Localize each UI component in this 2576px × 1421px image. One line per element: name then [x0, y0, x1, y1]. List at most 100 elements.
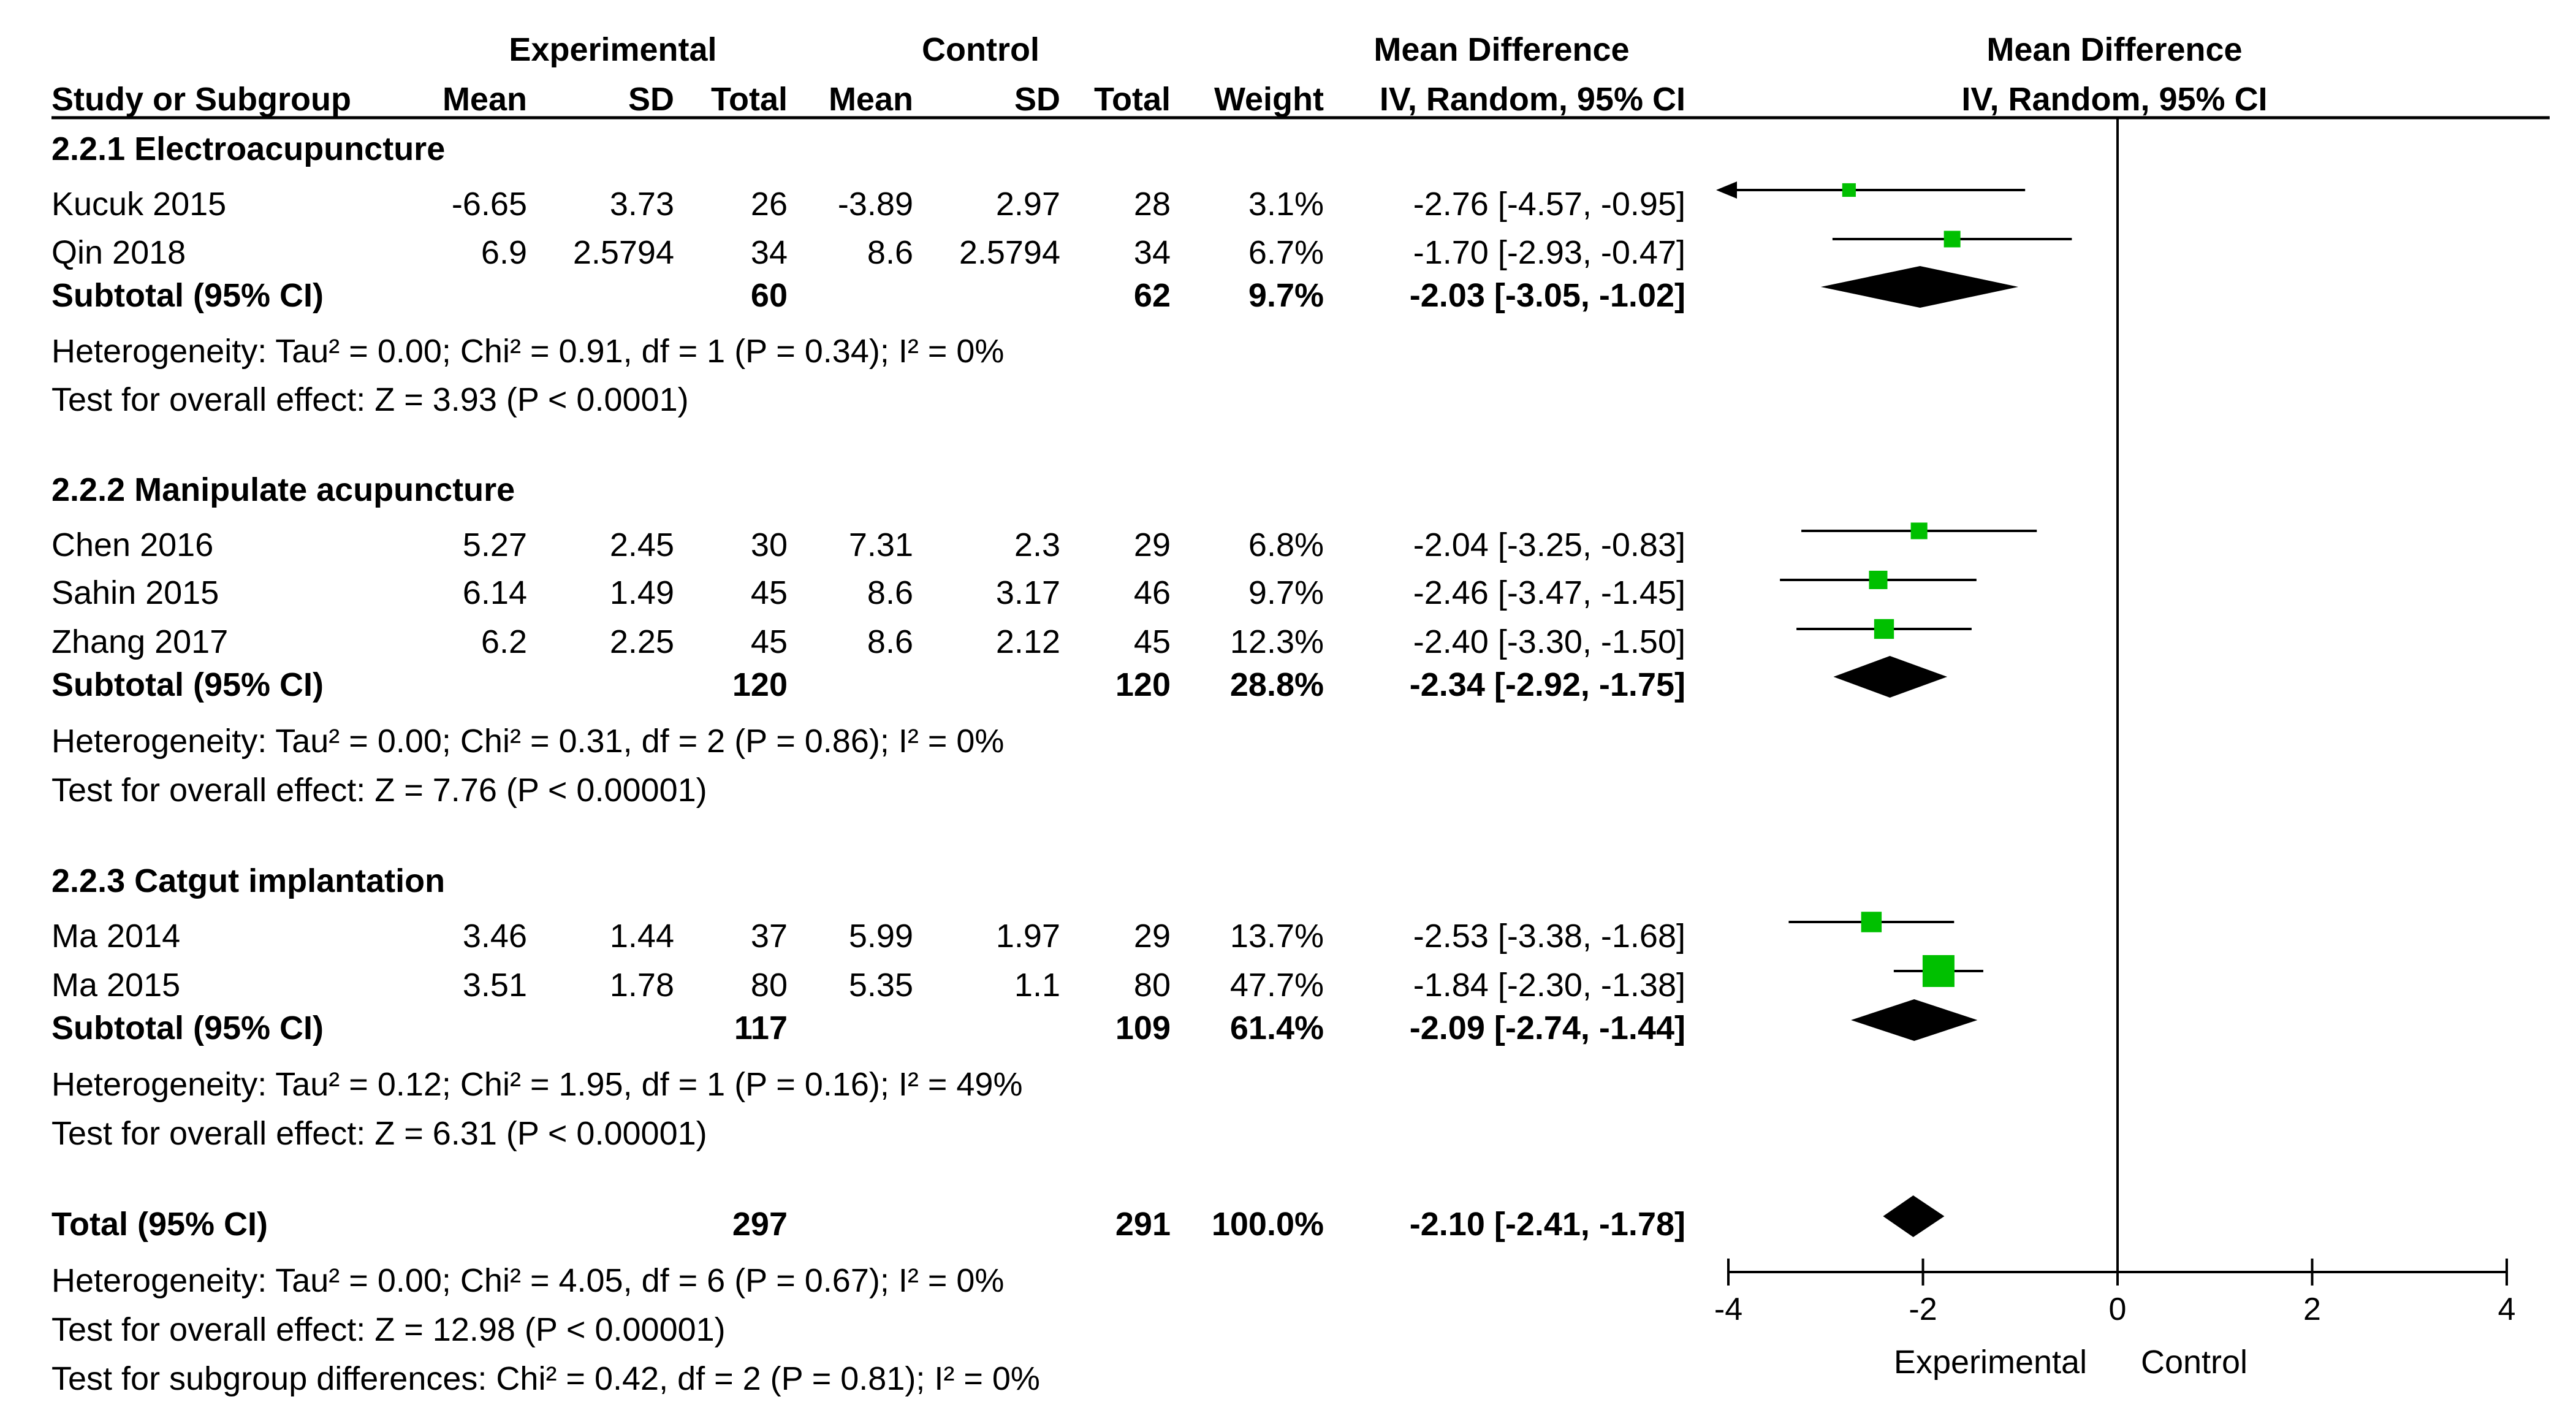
sd-c: 1.97 — [995, 918, 1060, 954]
summary-diamond — [1851, 999, 1978, 1041]
x-axis-tick-label: 4 — [2498, 1292, 2516, 1327]
total-total-e: 297 — [732, 1206, 788, 1243]
weight: 6.7% — [1248, 234, 1324, 271]
subtotal-total-e: 117 — [734, 1010, 788, 1046]
total-weight: 100.0% — [1211, 1206, 1324, 1243]
col-total-e-header: Total — [711, 81, 788, 118]
mean-e: 3.46 — [462, 918, 527, 954]
sd-c: 1.1 — [1014, 967, 1060, 1004]
total-e: 34 — [750, 234, 788, 271]
subgroup-title: 2.2.3 Catgut implantation — [51, 863, 446, 899]
control-group-header: Control — [922, 31, 1039, 68]
total-ci: -2.10 [-2.41, -1.78] — [1409, 1206, 1685, 1243]
subtotal-total-e: 60 — [750, 277, 788, 314]
favours-control-label: Control — [2141, 1344, 2247, 1381]
col-study-header: Study or Subgroup — [51, 81, 351, 118]
col-mean-c-header: Mean — [828, 81, 913, 118]
sd-c: 3.17 — [995, 574, 1060, 611]
total-c: 29 — [1133, 527, 1171, 563]
study-marker — [1861, 912, 1882, 932]
mean-e: 3.51 — [462, 967, 527, 1004]
total-c: 45 — [1133, 623, 1171, 660]
study-name: Ma 2015 — [51, 967, 181, 1004]
x-axis-tick-label: 0 — [2109, 1292, 2127, 1327]
mean-e: -6.65 — [451, 186, 527, 223]
total-e: 37 — [750, 918, 788, 954]
summary-diamond — [1833, 656, 1948, 698]
ci: -2.46 [-3.47, -1.45] — [1413, 574, 1685, 611]
mean-c: -3.89 — [837, 186, 913, 223]
sd-c: 2.97 — [995, 186, 1060, 223]
total-c: 34 — [1133, 234, 1171, 271]
subtotal-weight: 28.8% — [1229, 666, 1324, 703]
ci: -2.53 [-3.38, -1.68] — [1413, 918, 1685, 954]
study-marker — [1842, 183, 1856, 197]
overall-effect-text: Test for overall effect: Z = 7.76 (P < 0… — [51, 772, 707, 809]
ci: -2.40 [-3.30, -1.50] — [1413, 623, 1685, 660]
col-ci-header: IV, Random, 95% CI — [1379, 81, 1685, 118]
subtotal-ci: -2.09 [-2.74, -1.44] — [1409, 1010, 1685, 1046]
ci: -1.84 [-2.30, -1.38] — [1413, 967, 1685, 1004]
col-sd-c-header: SD — [1014, 81, 1060, 118]
total-e: 26 — [750, 186, 788, 223]
heterogeneity-text: Heterogeneity: Tau² = 0.12; Chi² = 1.95,… — [51, 1066, 1023, 1103]
subgroup-differences-text: Test for subgroup differences: Chi² = 0.… — [51, 1360, 1040, 1397]
subtotal-label: Subtotal (95% CI) — [51, 1010, 324, 1046]
total-c: 29 — [1133, 918, 1171, 954]
total-e: 45 — [750, 623, 788, 660]
subtotal-weight: 9.7% — [1248, 277, 1324, 314]
ci: -1.70 [-2.93, -0.47] — [1413, 234, 1685, 271]
weight: 12.3% — [1229, 623, 1324, 660]
sd-c: 2.5794 — [959, 234, 1060, 271]
total-c: 46 — [1133, 574, 1171, 611]
study-marker — [1874, 619, 1894, 639]
subtotal-weight: 61.4% — [1229, 1010, 1324, 1046]
experimental-group-header: Experimental — [509, 31, 717, 68]
total-e: 45 — [750, 574, 788, 611]
study-marker — [1910, 522, 1928, 539]
subtotal-label: Subtotal (95% CI) — [51, 277, 324, 314]
weight: 9.7% — [1248, 574, 1324, 611]
study-name: Qin 2018 — [51, 234, 186, 271]
study-marker — [1943, 230, 1961, 248]
mean-e: 6.14 — [462, 574, 527, 611]
total-e: 30 — [750, 527, 788, 563]
subtotal-total-c: 109 — [1115, 1010, 1171, 1046]
col-mean-e-header: Mean — [442, 81, 527, 118]
col-sd-e-header: SD — [628, 81, 674, 118]
mean-c: 5.99 — [848, 918, 913, 954]
subtotal-label: Subtotal (95% CI) — [51, 666, 324, 703]
mean-c: 7.31 — [848, 527, 913, 563]
weight: 6.8% — [1248, 527, 1324, 563]
sd-e: 2.45 — [609, 527, 674, 563]
mean-e: 6.2 — [481, 623, 527, 660]
x-axis-tick-label: 2 — [2303, 1292, 2321, 1327]
x-axis-tick-label: -2 — [1909, 1292, 1937, 1327]
overall-effect-text: Test for overall effect: Z = 6.31 (P < 0… — [51, 1115, 707, 1152]
heterogeneity-text: Heterogeneity: Tau² = 0.00; Chi² = 0.91,… — [51, 333, 1005, 370]
plot-method-header: IV, Random, 95% CI — [1961, 81, 2268, 118]
overall-effect-text: Test for overall effect: Z = 3.93 (P < 0… — [51, 381, 689, 418]
study-name: Zhang 2017 — [51, 623, 229, 660]
subgroup-title: 2.2.2 Manipulate acupuncture — [51, 471, 515, 508]
subgroup-title: 2.2.1 Electroacupuncture — [51, 131, 446, 167]
total-label: Total (95% CI) — [51, 1206, 268, 1243]
summary-diamond — [1820, 266, 2019, 308]
study-marker — [1922, 955, 1955, 987]
mean-e: 5.27 — [462, 527, 527, 563]
sd-e: 2.5794 — [572, 234, 674, 271]
ci-arrow-left — [1716, 181, 1737, 199]
mean-c: 5.35 — [848, 967, 913, 1004]
mean-e: 6.9 — [481, 234, 527, 271]
subtotal-total-c: 62 — [1133, 277, 1171, 314]
sd-c: 2.3 — [1014, 527, 1060, 563]
mean-difference-header: Mean Difference — [1373, 31, 1630, 68]
total-total-c: 291 — [1115, 1206, 1171, 1243]
sd-e: 1.44 — [609, 918, 674, 954]
total-c: 80 — [1133, 967, 1171, 1004]
col-weight-header: Weight — [1214, 81, 1324, 118]
mean-c: 8.6 — [867, 574, 913, 611]
total-heterogeneity-text: Heterogeneity: Tau² = 0.00; Chi² = 4.05,… — [51, 1262, 1005, 1299]
